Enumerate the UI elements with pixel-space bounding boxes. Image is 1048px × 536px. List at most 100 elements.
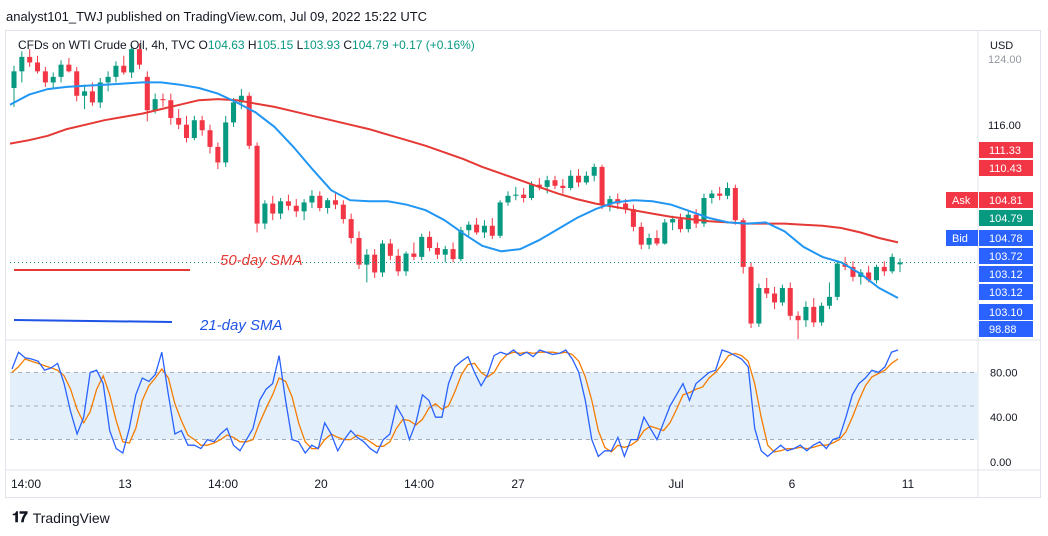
- candle-body: [427, 236, 433, 248]
- candle: [646, 233, 652, 250]
- candle-body: [466, 224, 472, 231]
- candle-body: [536, 184, 542, 187]
- price-badge: [979, 142, 1033, 158]
- candle-body: [387, 243, 393, 256]
- candle-body: [442, 249, 448, 255]
- symbol-label[interactable]: CFDs on WTI Crude Oil, 4h, TVC: [18, 38, 196, 52]
- candle-body: [630, 209, 636, 227]
- candle: [834, 260, 840, 301]
- price-badge: [979, 160, 1033, 176]
- sma21-legend-line: [13, 319, 173, 323]
- candle: [419, 233, 425, 261]
- candle-body: [764, 288, 770, 294]
- high-value: 105.15: [256, 38, 294, 52]
- candle-body: [199, 120, 205, 131]
- low-value: 103.93: [303, 38, 340, 52]
- candle: [387, 239, 393, 261]
- candle-body: [607, 199, 613, 205]
- time-tick-label: 13: [118, 477, 132, 491]
- time-tick-label: 14:00: [208, 477, 238, 491]
- tradingview-brand[interactable]: 𝟏𝟕 TradingView: [12, 509, 110, 526]
- candle-body: [27, 56, 33, 63]
- candle-body: [513, 194, 519, 196]
- candle-body: [685, 214, 691, 230]
- candle: [42, 66, 48, 87]
- candle: [348, 213, 354, 244]
- candle-body: [599, 166, 605, 205]
- candle: [340, 200, 346, 224]
- candle-body: [238, 95, 244, 103]
- price-badge-value: 103.10: [989, 307, 1023, 319]
- candle-body: [481, 225, 487, 233]
- candle-body: [717, 193, 723, 196]
- candle: [662, 219, 668, 245]
- price-badge-value: 103.72: [989, 251, 1023, 263]
- candle-body: [434, 248, 440, 255]
- candle: [536, 178, 542, 191]
- close-value: 104.79: [352, 38, 389, 52]
- candle-body: [262, 203, 268, 224]
- candle: [772, 286, 778, 310]
- candle-body: [66, 64, 72, 72]
- candle: [254, 142, 260, 233]
- candle-body: [144, 76, 150, 111]
- candle: [599, 164, 605, 210]
- candle: [301, 199, 307, 221]
- stoch-tick-label: 80.00: [990, 367, 1018, 379]
- candle: [11, 65, 17, 107]
- candle-body: [356, 238, 362, 265]
- price-badge-value: 103.12: [989, 269, 1023, 281]
- candle: [129, 44, 135, 78]
- candle: [568, 170, 574, 191]
- candle: [489, 218, 495, 240]
- price-badge-value: 98.88: [989, 324, 1017, 336]
- candle-body: [474, 224, 480, 233]
- candle-body: [11, 71, 17, 88]
- candle: [505, 191, 511, 206]
- candle-body: [497, 202, 503, 236]
- candle-body: [505, 195, 511, 203]
- candle: [552, 175, 558, 190]
- candle: [19, 51, 25, 83]
- candle-body: [489, 225, 495, 236]
- candle: [709, 190, 715, 204]
- candle: [764, 278, 770, 298]
- candle-body: [803, 306, 809, 321]
- price-badge: [979, 321, 1033, 337]
- time-tick-label: 6: [789, 477, 796, 491]
- candle: [826, 282, 832, 310]
- candle-body: [129, 49, 135, 73]
- candle: [819, 302, 825, 326]
- candle-body: [207, 130, 213, 147]
- price-badge: [979, 210, 1033, 226]
- candle-body: [528, 184, 535, 198]
- candle-body: [576, 175, 582, 183]
- time-tick-label: 27: [511, 477, 525, 491]
- candle: [262, 200, 268, 230]
- candle: [191, 115, 197, 141]
- candle-body: [779, 288, 785, 303]
- time-tick-label: 14:00: [404, 477, 434, 491]
- candle-body: [724, 188, 731, 196]
- candle: [403, 251, 409, 276]
- candle-body: [42, 71, 48, 83]
- candle-body: [74, 71, 80, 96]
- candle-body: [293, 205, 299, 212]
- price-badge: [979, 304, 1033, 320]
- candle: [889, 253, 895, 274]
- candle-body: [568, 175, 574, 188]
- time-tick-label: 14:00: [11, 477, 41, 491]
- time-tick-label: 20: [314, 477, 328, 491]
- candle: [325, 198, 331, 214]
- candle-body: [168, 100, 174, 118]
- candle: [434, 242, 440, 260]
- candle: [630, 204, 636, 232]
- candle-body: [340, 204, 346, 220]
- candle: [474, 218, 480, 235]
- candle: [270, 195, 276, 221]
- candle-body: [105, 76, 111, 83]
- candle-body: [560, 185, 566, 188]
- candle-body: [191, 120, 197, 138]
- candle-body: [889, 256, 895, 272]
